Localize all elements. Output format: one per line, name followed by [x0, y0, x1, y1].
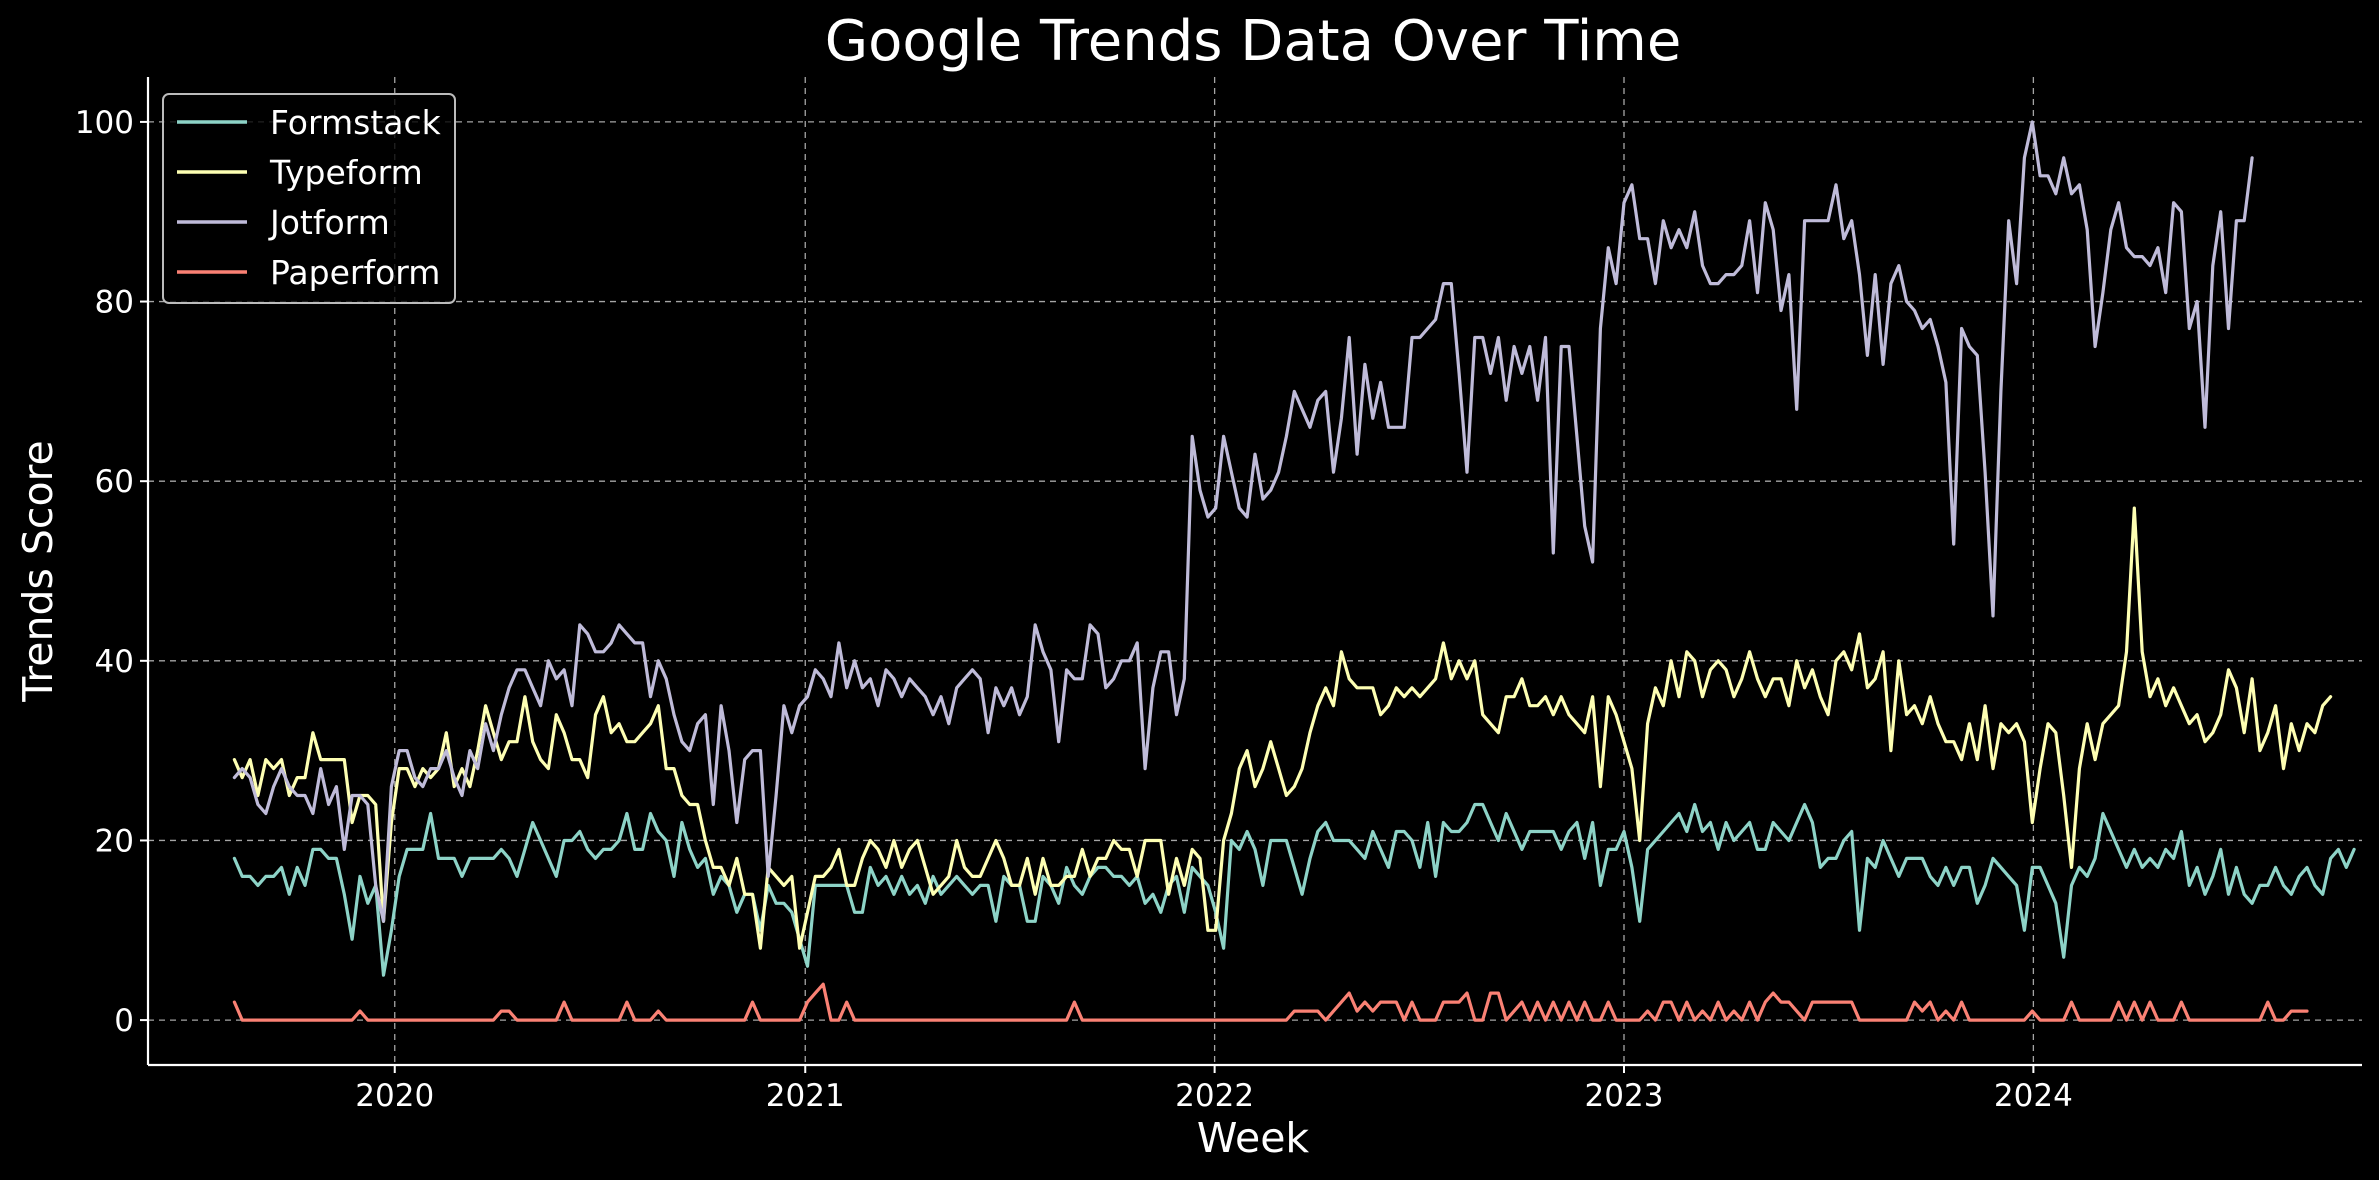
x-axis-label: Week: [1197, 1114, 1310, 1162]
legend-label-formstack: Formstack: [270, 103, 442, 142]
axes: [146, 77, 2362, 1067]
y-axis-ticks: 0 20 40 60 80 100: [75, 105, 148, 1039]
x-tick-label: 2024: [1994, 1078, 2073, 1114]
x-axis-ticks: 2020 2021 2022 2023 2024: [355, 1065, 2073, 1114]
x-tick-label: 2022: [1175, 1078, 1254, 1114]
y-axis-label: Trends Score: [14, 440, 62, 702]
y-tick-label: 20: [95, 823, 134, 859]
legend-label-typeform: Typeform: [269, 153, 423, 192]
series-line-jotform: [232, 120, 2254, 923]
series-line-typeform: [232, 506, 2333, 950]
x-tick-label: 2023: [1585, 1078, 1664, 1114]
legend-frame: [162, 93, 456, 304]
legend-label-paperform: Paperform: [270, 253, 440, 292]
legend-label-jotform: Jotform: [268, 203, 390, 242]
y-tick-label: 60: [95, 464, 134, 500]
y-tick-label: 0: [114, 1003, 134, 1039]
y-tick-label: 40: [95, 644, 134, 680]
chart-title: Google Trends Data Over Time: [825, 9, 1682, 74]
legend: Formstack Typeform Jotform Paperform: [162, 93, 456, 304]
y-tick-label: 80: [95, 285, 134, 321]
series-line-paperform: [232, 982, 2309, 1022]
x-tick-label: 2020: [355, 1078, 434, 1114]
series-line-formstack: [232, 802, 2356, 977]
x-tick-label: 2021: [766, 1078, 845, 1114]
y-tick-label: 100: [75, 105, 134, 141]
series-lines: [232, 120, 2356, 1022]
